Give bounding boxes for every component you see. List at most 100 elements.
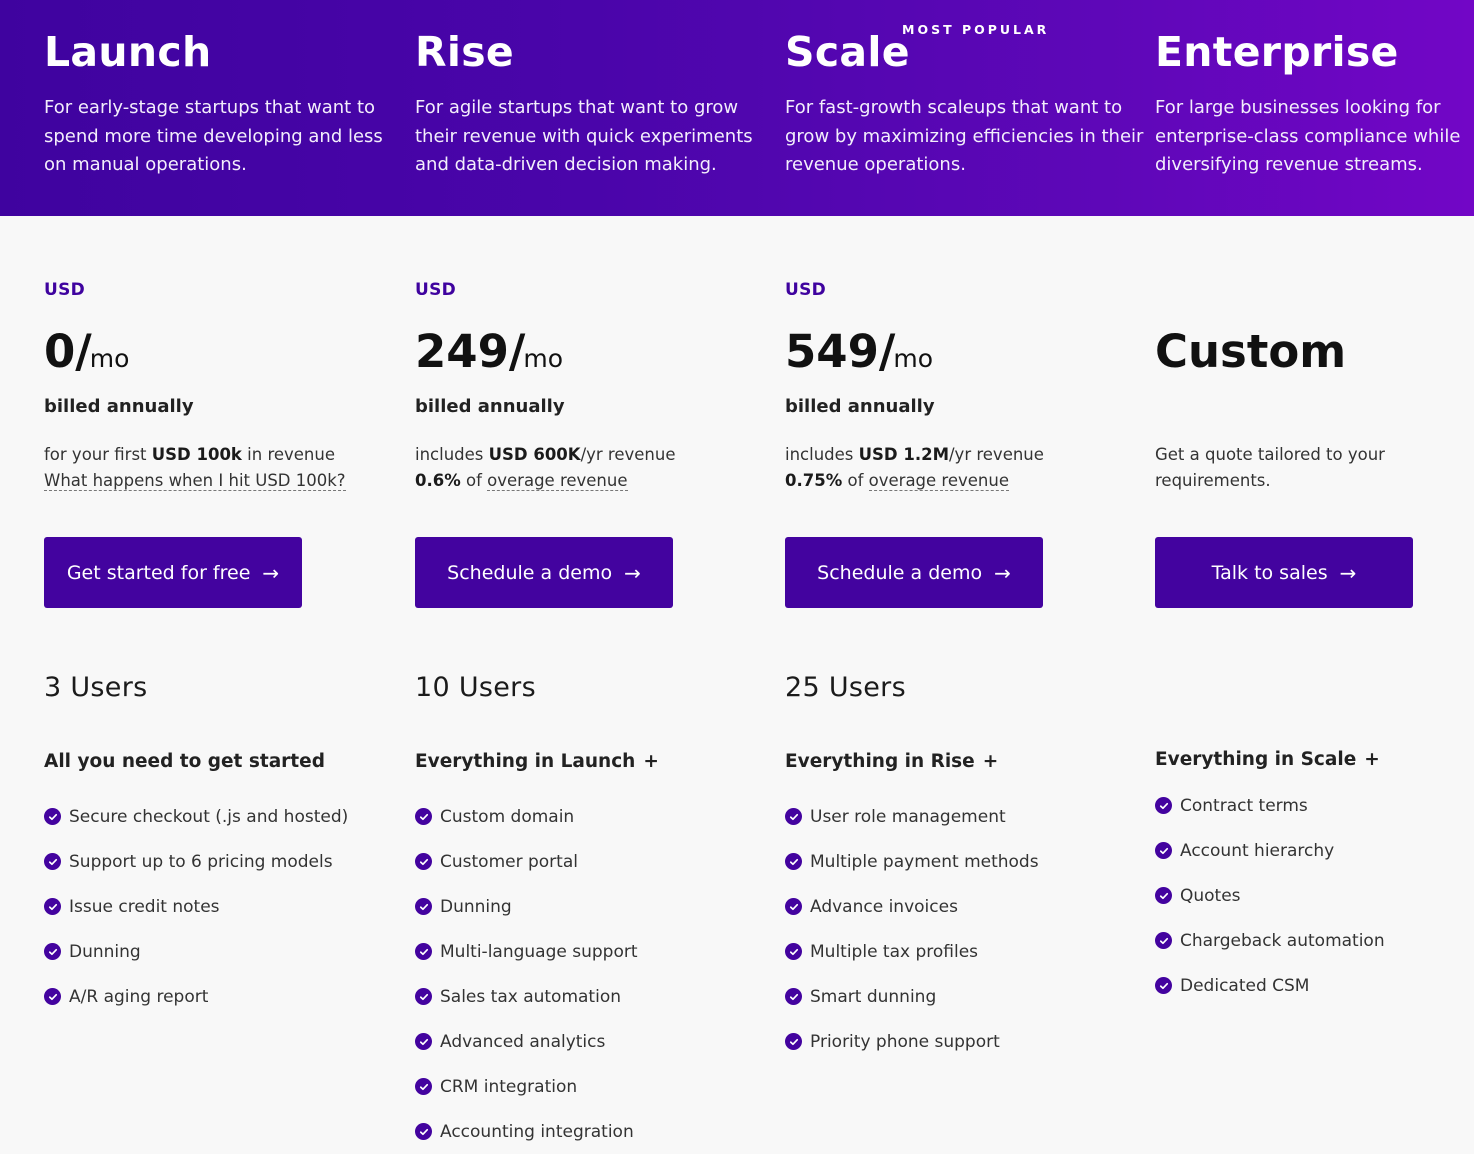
check-circle-icon <box>44 808 61 825</box>
arrow-right-icon: → <box>994 560 1011 585</box>
check-circle-icon <box>785 943 802 960</box>
plan-description: For fast-growth scaleups that want to gr… <box>785 97 1144 175</box>
check-circle-icon <box>415 1078 432 1095</box>
features-heading-text: Everything in Launch <box>415 751 636 772</box>
feature-item: Dedicated CSM <box>1155 963 1385 1008</box>
price-amount: 0/ <box>44 325 92 378</box>
user-count: 10 Users <box>415 672 536 703</box>
pricing-hero: Launch For early-stage startups that wan… <box>0 0 1474 216</box>
feature-label: Secure checkout (.js and hosted) <box>69 806 349 827</box>
feature-item: Custom domain <box>415 794 638 839</box>
feature-list: Contract terms Account hierarchy Quotes Cha… <box>1155 783 1385 1008</box>
features-heading: All you need to get started <box>44 751 325 772</box>
note-highlight: USD 600K <box>488 445 581 464</box>
feature-item: Contract terms <box>1155 783 1385 828</box>
overage-revenue-link[interactable]: overage revenue <box>868 471 1009 491</box>
price-amount: Custom <box>1155 325 1347 378</box>
plan-title: Enterprise <box>1155 28 1399 76</box>
feature-label: Issue credit notes <box>69 896 220 917</box>
feature-list: Custom domain Customer portal Dunning Multi… <box>415 794 638 1154</box>
price-period: mo <box>89 344 130 373</box>
feature-item: Dunning <box>415 884 638 929</box>
plan-title: Rise <box>415 28 515 76</box>
feature-label: Multiple tax profiles <box>810 941 979 962</box>
arrow-right-icon: → <box>1339 560 1357 585</box>
feature-item: Customer portal <box>415 839 638 884</box>
note-highlight: USD 100k <box>151 445 242 464</box>
check-circle-icon <box>415 1123 432 1140</box>
check-circle-icon <box>44 943 61 960</box>
feature-label: Advance invoices <box>810 896 958 917</box>
plan-description: For early-stage startups that want to sp… <box>44 97 383 175</box>
currency-label: USD <box>44 280 86 300</box>
feature-item: Support up to 6 pricing models <box>44 839 348 884</box>
note-text: includes <box>785 445 859 464</box>
note-highlight: USD 1.2M <box>858 445 949 464</box>
feature-item: Dunning <box>44 929 348 974</box>
feature-label: Advanced analytics <box>440 1031 606 1052</box>
check-circle-icon <box>1155 887 1172 904</box>
feature-label: Support up to 6 pricing models <box>69 851 333 872</box>
plan-title: Launch <box>44 28 212 76</box>
plan-note: includes USD 1.2M/yr revenue 0.75% of ov… <box>785 442 1135 494</box>
check-circle-icon <box>1155 932 1172 949</box>
check-circle-icon <box>415 988 432 1005</box>
feature-label: Dedicated CSM <box>1180 975 1310 996</box>
feature-label: Dunning <box>69 941 141 962</box>
price-period: mo <box>893 344 934 373</box>
feature-label: Multiple payment methods <box>810 851 1039 872</box>
check-circle-icon <box>785 1033 802 1050</box>
features-heading-text: Everything in Scale <box>1155 749 1357 770</box>
plus-icon: + <box>982 751 999 772</box>
feature-label: Dunning <box>440 896 512 917</box>
get-started-free-button[interactable]: Get started for free → <box>44 537 302 608</box>
feature-label: User role management <box>810 806 1006 827</box>
plan-note: includes USD 600K/yr revenue 0.6% of ove… <box>415 442 765 494</box>
plan-description: For agile startups that want to grow the… <box>415 97 753 175</box>
schedule-demo-button[interactable]: Schedule a demo → <box>415 537 673 608</box>
plan-header-scale: Scale For fast-growth scaleups that want… <box>785 26 1145 180</box>
feature-item: Multiple tax profiles <box>785 929 1039 974</box>
currency-label: USD <box>415 280 457 300</box>
user-count: 25 Users <box>785 672 906 703</box>
feature-item: Smart dunning <box>785 974 1039 1019</box>
feature-label: Accounting integration <box>440 1121 634 1142</box>
feature-item: Quotes <box>1155 873 1385 918</box>
note-highlight: 0.6% <box>415 471 461 490</box>
schedule-demo-button[interactable]: Schedule a demo → <box>785 537 1043 608</box>
plan-price: 0/mo <box>44 324 129 387</box>
feature-list: Secure checkout (.js and hosted) Support … <box>44 794 348 1019</box>
plus-icon: + <box>1364 749 1380 770</box>
plus-icon: + <box>643 751 659 772</box>
note-text: of <box>842 471 869 490</box>
feature-label: Multi-language support <box>440 941 638 962</box>
feature-label: CRM integration <box>440 1076 578 1097</box>
check-circle-icon <box>415 1033 432 1050</box>
usd-100k-info-link[interactable]: What happens when I hit USD 100k? <box>44 471 346 491</box>
note-text: /yr revenue <box>949 445 1044 464</box>
feature-label: Sales tax automation <box>440 986 621 1007</box>
check-circle-icon <box>415 808 432 825</box>
features-heading-text: Everything in Rise <box>785 751 975 772</box>
plan-title: Scale <box>785 28 910 76</box>
feature-item: Multi-language support <box>415 929 638 974</box>
feature-list: User role management Multiple payment met… <box>785 794 1039 1064</box>
check-circle-icon <box>1155 842 1172 859</box>
check-circle-icon <box>785 988 802 1005</box>
overage-revenue-link[interactable]: overage revenue <box>487 471 628 491</box>
feature-label: Custom domain <box>440 806 575 827</box>
button-label: Talk to sales <box>1211 561 1328 584</box>
button-label: Schedule a demo <box>447 561 613 584</box>
plan-header-enterprise: Enterprise For large businesses looking … <box>1155 26 1467 180</box>
plan-header-rise: Rise For agile startups that want to gro… <box>415 26 775 180</box>
check-circle-icon <box>785 808 802 825</box>
talk-to-sales-button[interactable]: Talk to sales → <box>1155 537 1413 608</box>
feature-label: Chargeback automation <box>1180 930 1385 951</box>
user-count: 3 Users <box>44 672 148 703</box>
check-circle-icon <box>415 898 432 915</box>
arrow-right-icon: → <box>262 560 280 585</box>
billing-period: billed annually <box>785 396 935 417</box>
feature-item: Account hierarchy <box>1155 828 1385 873</box>
check-circle-icon <box>44 988 61 1005</box>
features-heading-text: All you need to get started <box>44 751 325 772</box>
